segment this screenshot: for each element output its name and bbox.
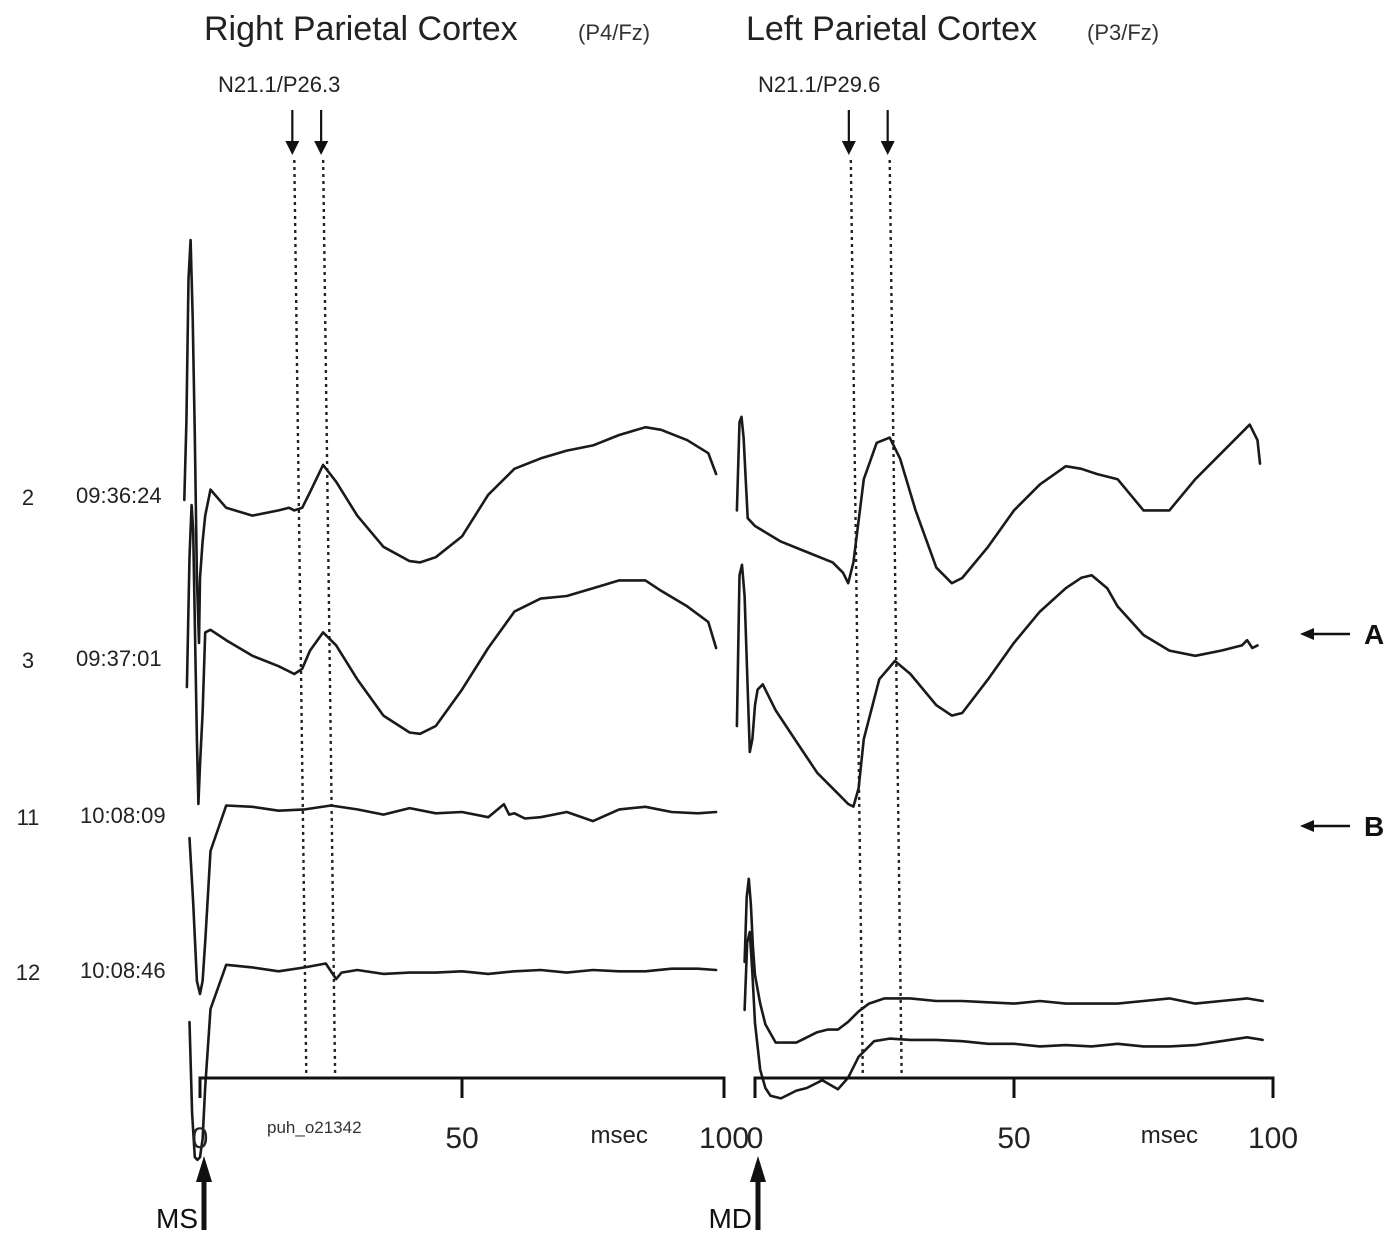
latency-line-2 [888, 159, 903, 1078]
x-tick-label-50: 50 [997, 1122, 1030, 1155]
row-number-3: 3 [22, 648, 34, 673]
row-time-3: 09:37:01 [76, 646, 162, 671]
trace-12 [188, 962, 718, 1162]
marker-b-arrow-head [1300, 820, 1314, 832]
latency-arrow-head-1 [285, 141, 300, 155]
marker-a-arrow-head [1300, 628, 1314, 640]
row-time-12: 10:08:46 [80, 958, 166, 983]
trace-2 [183, 238, 718, 645]
latency-arrow-head-2 [880, 141, 895, 155]
trace-11 [743, 877, 1264, 1044]
x-tick-label-100: 100 [699, 1122, 749, 1155]
panel-title-right: Right Parietal Cortex [204, 10, 518, 48]
row-number-11: 11 [17, 805, 40, 830]
peak-label-left: N21.1/P29.6 [758, 72, 880, 97]
peak-label-right: N21.1/P26.3 [218, 72, 340, 97]
latency-line-1 [849, 159, 865, 1078]
stimulus-label: MD [708, 1203, 752, 1234]
x-axis-unit-label: msec [1141, 1122, 1198, 1149]
stimulus-arrow-head [750, 1156, 766, 1182]
x-tick-label-0: 0 [192, 1122, 209, 1155]
marker-b: B [1300, 811, 1384, 842]
stimulus-label: MS [156, 1203, 198, 1234]
x-axis-unit-label: msec [591, 1122, 648, 1149]
trace-2 [735, 415, 1262, 585]
panel-title-left-sub: (P3/Fz) [1087, 20, 1159, 45]
row-number-12: 12 [16, 960, 40, 985]
left-panel: 0 50 100 msec MD [708, 110, 1298, 1234]
latency-arrow-head-1 [841, 141, 856, 155]
latency-arrow-head-2 [314, 141, 329, 155]
panel-title-left: Left Parietal Cortex [746, 10, 1037, 48]
marker-b-label: B [1364, 811, 1384, 842]
trace-3 [185, 503, 718, 806]
x-tick-label-100: 100 [1248, 1122, 1298, 1155]
marker-a-label: A [1364, 619, 1384, 650]
row-time-2: 09:36:24 [76, 483, 162, 508]
trace-3 [735, 563, 1259, 808]
marker-a: A [1300, 619, 1384, 650]
x-tick-label-50: 50 [445, 1122, 478, 1155]
row-time-11: 10:08:09 [80, 803, 166, 828]
stimulus-arrow-head [196, 1156, 212, 1182]
image-id-text: puh_o21342 [267, 1118, 362, 1137]
row-number-2: 2 [22, 485, 34, 510]
x-tick-label-0: 0 [747, 1122, 764, 1155]
row-labels: 2 09:36:24 3 09:37:01 11 10:08:09 12 10:08:46 [16, 483, 166, 985]
trace-11 [188, 802, 718, 996]
latency-line-1 [293, 159, 308, 1078]
panel-title-right-sub: (P4/Fz) [578, 20, 650, 45]
trace-12 [743, 930, 1264, 1100]
latency-line-2 [321, 159, 337, 1078]
right-panel: 0 50 100 msec MS [156, 110, 749, 1234]
